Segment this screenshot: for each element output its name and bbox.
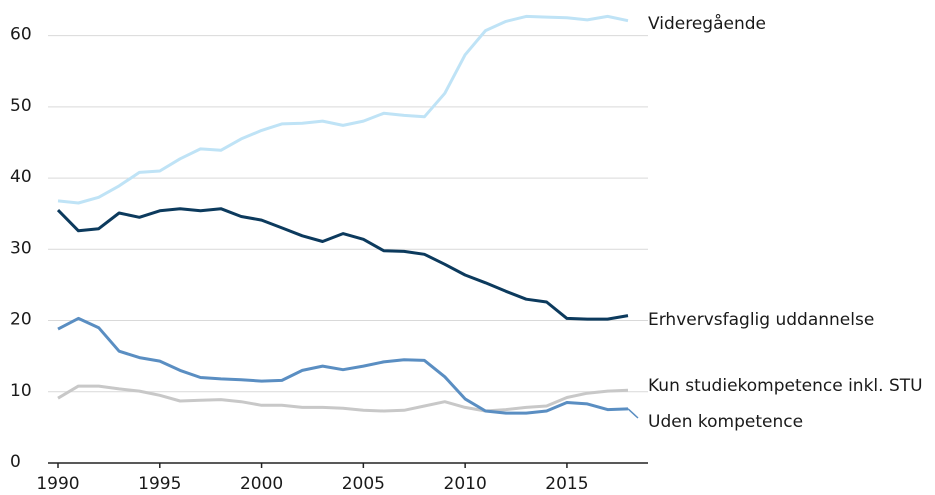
series-label: Uden kompetence xyxy=(648,412,803,432)
x-tick-label: 2005 xyxy=(342,474,385,494)
series-line xyxy=(57,14,629,205)
y-tick-label: 40 xyxy=(10,167,32,187)
series-label: Erhvervsfaglig uddannelse xyxy=(648,310,874,330)
y-tick-label: 30 xyxy=(10,238,32,258)
x-tick-label: 1995 xyxy=(138,474,181,494)
y-tick-label: 60 xyxy=(10,25,32,45)
y-tick-label: 50 xyxy=(10,96,32,116)
series-label: Kun studiekompetence inkl. STU xyxy=(648,376,923,396)
series-label: Videregående xyxy=(648,13,766,34)
series-line xyxy=(56,207,629,321)
x-tick-label: 1990 xyxy=(36,474,79,494)
leader-line xyxy=(627,408,639,419)
y-tick-label: 0 xyxy=(10,452,21,472)
y-tick-label: 20 xyxy=(10,310,32,330)
x-tick-label: 2015 xyxy=(545,474,588,494)
series-line xyxy=(57,316,629,415)
x-tick-label: 2000 xyxy=(240,474,283,494)
series-line xyxy=(57,384,629,413)
x-tick-label: 2010 xyxy=(444,474,487,494)
y-tick-label: 10 xyxy=(10,381,32,401)
